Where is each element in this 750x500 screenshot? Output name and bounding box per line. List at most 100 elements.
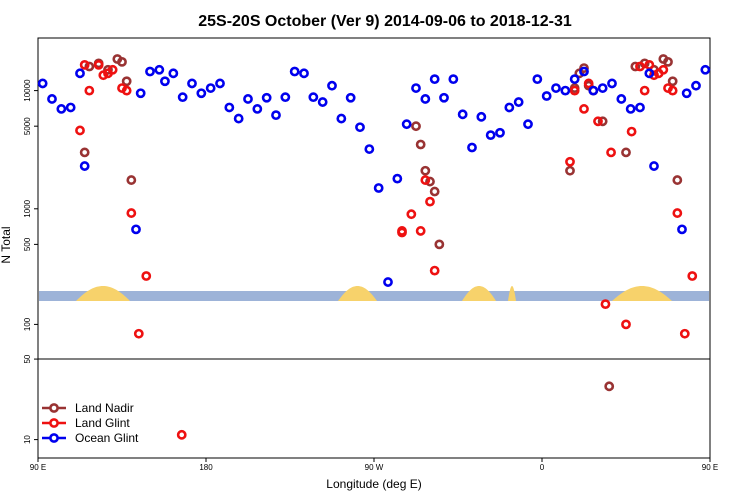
data-point (196, 88, 207, 99)
data-point (317, 97, 328, 107)
land-segment (462, 286, 496, 301)
data-point (569, 85, 580, 96)
data-point (327, 80, 337, 91)
data-point (448, 74, 459, 85)
data-point (93, 59, 104, 70)
data-point (355, 122, 365, 133)
land-segment (508, 286, 516, 301)
data-point (532, 74, 543, 85)
y-tick-label: 100 (23, 317, 32, 331)
data-point (679, 328, 690, 339)
data-point (56, 104, 67, 114)
data-point (583, 78, 594, 89)
data-point (649, 70, 659, 81)
data-point (383, 277, 393, 287)
data-point (429, 186, 440, 197)
data-point (299, 68, 309, 79)
data-point (495, 127, 505, 138)
data-point (345, 92, 356, 103)
data-point (593, 116, 603, 127)
data-point (439, 92, 449, 103)
background-layer (38, 286, 710, 360)
plot-frame (37, 37, 711, 459)
data-point (411, 83, 421, 93)
data-point (84, 85, 95, 96)
data-point (135, 88, 146, 99)
x-tick-label: 180 (199, 463, 213, 472)
data-point (406, 209, 417, 220)
data-point (667, 76, 678, 87)
data-point (415, 226, 426, 236)
data-point (79, 161, 90, 171)
data-point (429, 74, 440, 85)
data-point (160, 76, 170, 87)
data-point (579, 104, 589, 114)
data-point (476, 111, 487, 122)
data-point (397, 226, 407, 236)
data-point (75, 125, 85, 136)
data-point (700, 64, 711, 75)
data-point (523, 119, 533, 130)
y-tick-label: 50 (23, 354, 32, 363)
data-point (215, 78, 225, 89)
data-point (176, 429, 187, 440)
data-point (672, 175, 683, 185)
x-axis-label: Longitude (deg E) (326, 477, 421, 491)
data-point (117, 56, 127, 67)
data-point (457, 109, 468, 120)
data-point (103, 64, 113, 75)
data-point (243, 94, 253, 104)
data-point (639, 85, 650, 96)
legend-label: Land Glint (75, 416, 130, 430)
y-axis-label: N Total (0, 226, 13, 263)
data-point (364, 144, 375, 154)
legend-marker (49, 418, 59, 428)
data-point (635, 102, 645, 113)
data-point (606, 147, 616, 158)
points-layer (37, 54, 711, 440)
x-tick-label: 90 E (30, 463, 46, 472)
data-point (392, 173, 403, 184)
data-point (607, 78, 617, 89)
data-point (289, 66, 300, 77)
data-point (504, 102, 515, 113)
data-point (121, 85, 132, 96)
legend-label: Land Nadir (75, 401, 134, 415)
data-point (420, 175, 431, 185)
data-point (429, 265, 440, 276)
data-point (425, 176, 435, 187)
data-point (168, 68, 179, 79)
data-point (597, 116, 608, 127)
data-point (644, 68, 655, 79)
land-segment (76, 286, 130, 301)
data-point (336, 113, 347, 124)
y-tick-label: 500 (23, 237, 32, 251)
data-point (261, 92, 272, 103)
data-point (434, 239, 445, 250)
legend-marker (49, 433, 59, 443)
data-point (513, 97, 524, 107)
data-point (579, 66, 589, 77)
data-point (588, 85, 599, 96)
data-point (630, 61, 641, 72)
data-point (252, 104, 263, 114)
data-point (271, 110, 281, 121)
data-point (126, 208, 137, 218)
land-segment (338, 286, 377, 301)
data-point (75, 68, 85, 79)
data-point (79, 147, 90, 158)
data-point (224, 102, 235, 113)
data-point (579, 63, 589, 74)
divider-band (39, 291, 709, 301)
data-point (420, 94, 431, 104)
data-point (65, 102, 76, 113)
data-point (205, 83, 216, 93)
data-point (420, 165, 431, 176)
data-point (141, 271, 152, 281)
data-point (145, 66, 155, 77)
data-point (401, 119, 412, 130)
data-point (644, 59, 655, 70)
y-tick-label: 1000 (23, 199, 32, 217)
data-point (415, 139, 426, 150)
